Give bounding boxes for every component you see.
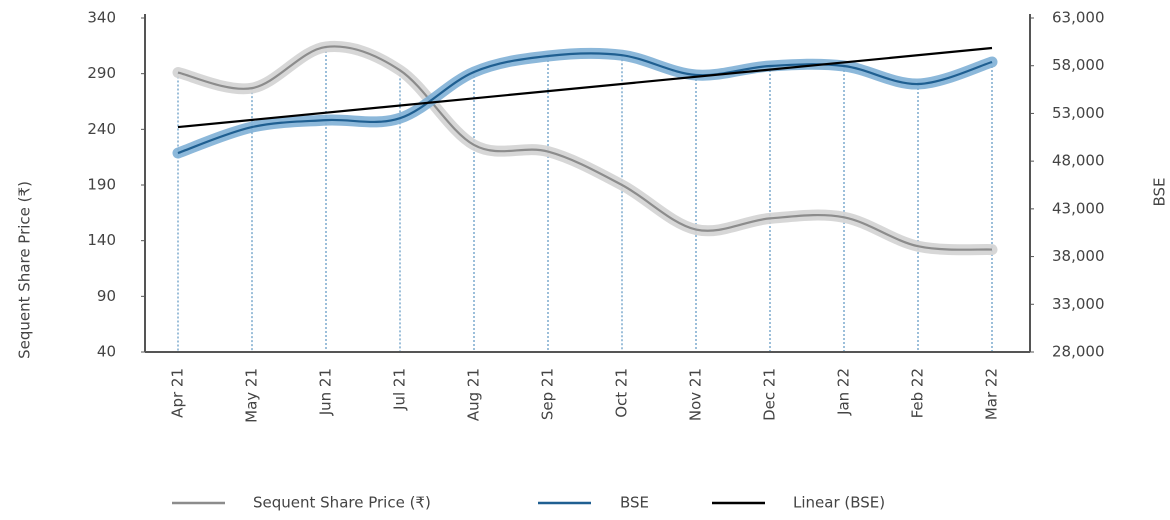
x-tick-label: Sep 21 (539, 368, 557, 420)
y-tick-label: 190 (87, 176, 116, 194)
y-axis-label: Sequent Share Price (₹) (16, 181, 34, 359)
y2-tick-label: 28,000 (1052, 343, 1105, 361)
line (177, 52, 993, 155)
x-tick-label: May 21 (243, 368, 261, 423)
y2-tick-label: 63,000 (1052, 9, 1105, 27)
y-tick-label: 340 (87, 9, 116, 27)
x-tick-label: Dec 21 (761, 368, 779, 421)
legend-label: Linear (BSE) (793, 494, 885, 512)
x-tick-label: Jan 22 (835, 368, 853, 416)
y-tick-label: 140 (87, 231, 116, 249)
x-tick-label: Oct 21 (613, 368, 631, 418)
y2-tick-label: 43,000 (1052, 199, 1105, 217)
y2-tick-label: 33,000 (1052, 295, 1105, 313)
line-glow (172, 47, 998, 159)
x-tick-label: Jul 21 (391, 368, 409, 411)
y2-tick-label: 48,000 (1052, 152, 1105, 170)
x-tick-label: Jun 21 (317, 368, 335, 416)
legend-label: Sequent Share Price (₹) (253, 494, 431, 512)
y-tick-label: 290 (87, 64, 116, 82)
y-tick-label: 90 (97, 287, 116, 305)
x-tick-label: Apr 21 (169, 368, 187, 418)
y2-tick-label: 38,000 (1052, 247, 1105, 265)
line (177, 45, 993, 251)
legend-label: BSE (620, 494, 649, 512)
x-tick-label: Nov 21 (687, 368, 705, 421)
y-tick-label: 240 (87, 120, 116, 138)
y2-tick-label: 53,000 (1052, 104, 1105, 122)
line (177, 46, 993, 129)
x-tick-label: Mar 22 (983, 368, 1001, 420)
y2-axis-label: BSE (1151, 177, 1169, 206)
x-tick-label: Feb 22 (909, 368, 927, 418)
x-tick-label: Aug 21 (465, 368, 483, 421)
y-tick-label: 40 (97, 343, 116, 361)
y2-tick-label: 58,000 (1052, 56, 1105, 74)
